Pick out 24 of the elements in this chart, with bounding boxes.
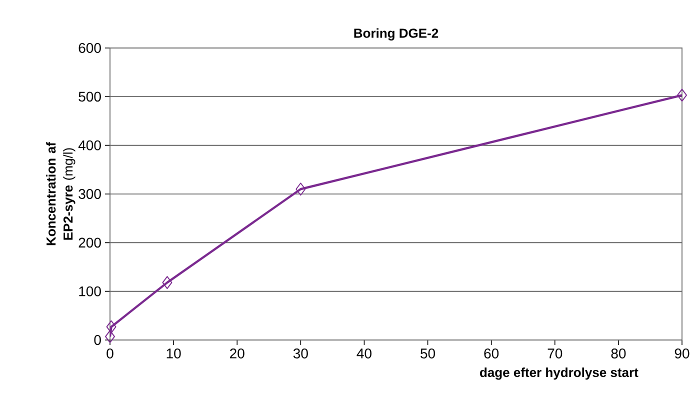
x-axis-title: dage efter hydrolyse start: [480, 368, 638, 380]
x-tick-label: 0: [106, 348, 114, 358]
x-tick-label: 20: [230, 348, 244, 358]
x-tick-label: 70: [548, 348, 562, 358]
point: [677, 88, 687, 102]
y-tick-label: 0: [94, 335, 101, 345]
chart-title: Boring DGE-2: [354, 28, 438, 40]
y-tick-label: 600: [78, 43, 101, 53]
x-tick-label: 30: [293, 348, 308, 358]
y-tick-label: 200: [78, 238, 101, 248]
point: [162, 276, 172, 290]
y-tick-label: 500: [78, 92, 101, 102]
point: [106, 320, 116, 334]
y-tick-label: 400: [78, 140, 101, 150]
point: [105, 330, 116, 344]
x-tick-label: 50: [420, 348, 436, 358]
y-tick-label: 100: [79, 286, 101, 296]
x-tick-label: 60: [484, 348, 499, 358]
x-tick-label: 90: [674, 348, 690, 358]
x-tick-label: 40: [356, 348, 372, 358]
x-tick-label: 10: [166, 348, 181, 358]
x-tick-label: 80: [611, 348, 626, 358]
y-tick-label: 300: [78, 189, 101, 199]
point: [296, 182, 306, 196]
